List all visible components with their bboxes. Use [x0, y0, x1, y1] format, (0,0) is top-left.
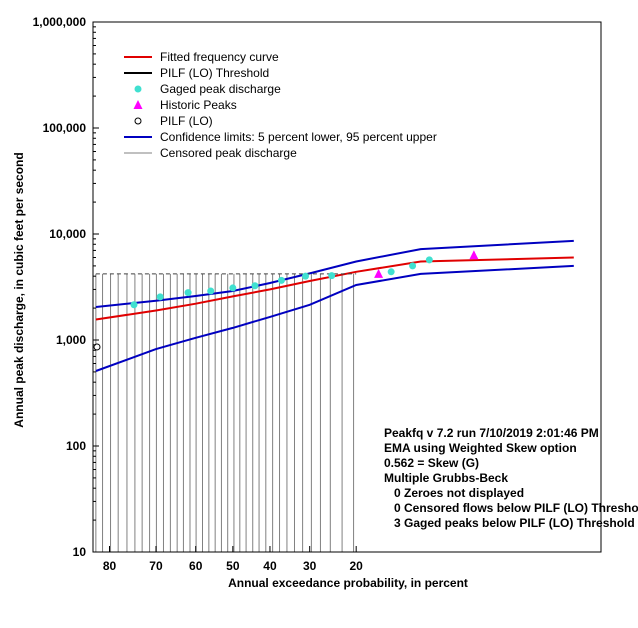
gaged-peak-point [229, 284, 237, 292]
x-tick-label: 80 [103, 559, 117, 573]
y-tick-label: 100 [66, 439, 86, 453]
legend-label: PILF (LO) Threshold [160, 66, 269, 80]
gaged-peak-point [302, 272, 310, 280]
x-tick-label: 20 [350, 559, 364, 573]
plot-area-frame [92, 21, 602, 553]
annotation-line: Peakfq v 7.2 run 7/10/2019 2:01:46 PM [384, 426, 599, 440]
annotation-line: EMA using Weighted Skew option [384, 441, 577, 455]
x-axis-title: Annual exceedance probability, in percen… [228, 576, 468, 590]
y-tick-label: 10 [73, 545, 87, 559]
gaged-peak-point [184, 289, 192, 297]
x-tick-label: 40 [263, 559, 277, 573]
gaged-peak-point [251, 282, 259, 290]
legend-label: Censored peak discharge [160, 146, 297, 160]
x-tick-label: 50 [226, 559, 240, 573]
legend-label: Fitted frequency curve [160, 50, 279, 64]
y-tick-label: 1,000,000 [33, 15, 87, 29]
gaged-peak-point [425, 256, 433, 264]
confidence-limit-line [95, 239, 574, 308]
censored-lines-layer [95, 273, 355, 552]
annotation-line: Multiple Grubbs-Beck [384, 471, 508, 485]
run-info-annotation: Peakfq v 7.2 run 7/10/2019 2:01:46 PMEMA… [384, 426, 638, 530]
gaged-peak-point [387, 268, 395, 276]
tick-layer: 10 100 1,000 10,000 100,000 1,000,000 80 70 60 50… [33, 15, 364, 573]
y-tick-label: 1,000 [56, 333, 86, 347]
series-layer [95, 239, 574, 372]
confidence-limit-line [95, 264, 574, 372]
annotation-line: 3 Gaged peaks below PILF (LO) Threshold [394, 516, 635, 530]
marker-layer [93, 250, 479, 351]
gaged-peak-point [156, 293, 164, 301]
legend-swatch-circle [134, 85, 142, 93]
y-axis-title: Annual peak discharge, in cubic feet per… [12, 152, 26, 427]
historic-peak-point [469, 250, 479, 260]
annotation-line: 0 Zeroes not displayed [394, 486, 524, 500]
legend: Fitted frequency curve PILF (LO) Threshol… [124, 50, 437, 160]
gaged-peak-point [277, 276, 285, 284]
legend-swatch-open-circle [134, 117, 142, 125]
legend-label: Confidence limits: 5 percent lower, 95 p… [160, 130, 437, 144]
legend-swatch-triangle [133, 100, 143, 109]
annotation-line: 0 Censored flows below PILF (LO) Thresho [394, 501, 638, 515]
legend-label: Historic Peaks [160, 98, 237, 112]
fitted-frequency-curve [95, 256, 574, 321]
pilf-point [93, 343, 101, 351]
gaged-peak-point [130, 301, 138, 309]
x-tick-label: 60 [189, 559, 203, 573]
y-tick-label: 100,000 [43, 121, 87, 135]
x-tick-label: 30 [303, 559, 317, 573]
legend-label: PILF (LO) [160, 114, 213, 128]
gaged-peak-point [328, 272, 336, 280]
gaged-peak-point [409, 262, 417, 270]
gaged-peak-point [207, 287, 215, 295]
x-tick-label: 70 [149, 559, 163, 573]
historic-peak-point [374, 268, 384, 278]
annotation-line: 0.562 = Skew (G) [384, 456, 479, 470]
legend-label: Gaged peak discharge [160, 82, 281, 96]
y-tick-label: 10,000 [49, 227, 86, 241]
